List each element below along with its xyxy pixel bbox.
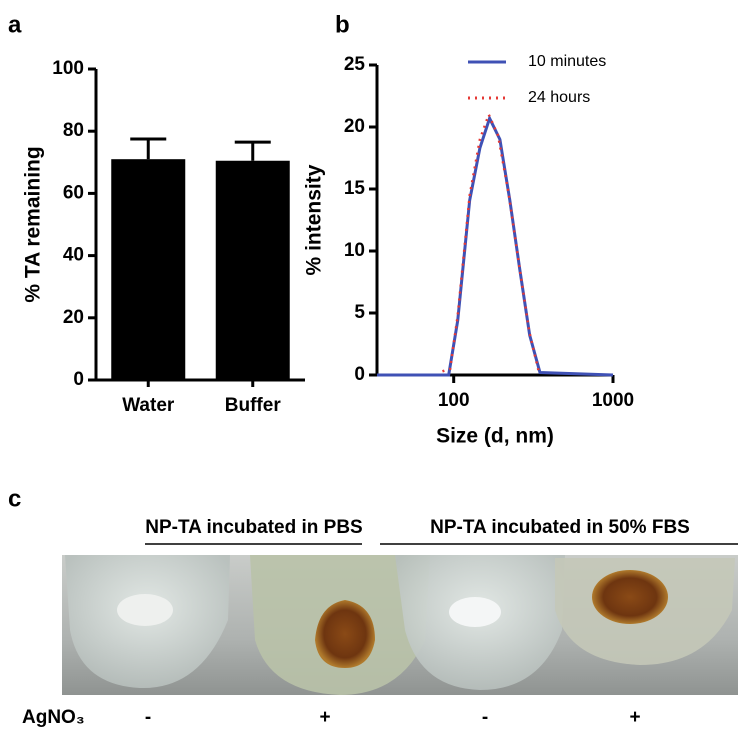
y-tick-label: 40 [63,245,84,266]
panel-label: a [8,11,22,38]
x-tick-label: Buffer [225,395,282,416]
sign: + [629,707,640,728]
row-label: AgNO₃ [22,707,85,728]
x-tick-label: 1000 [592,390,634,411]
y-tick-label: 0 [354,364,365,385]
bar [215,160,290,380]
y-tick-label: 20 [63,307,84,328]
series-line [377,114,614,377]
x-tick-label: 100 [438,390,470,411]
x-axis-label: Size (d, nm) [436,425,554,448]
series-line [442,111,540,373]
sign: - [145,707,151,728]
y-tick-label: 5 [354,302,365,323]
sign: + [319,707,330,728]
bar [111,159,186,380]
y-tick-label: 20 [344,116,365,137]
y-tick-label: 60 [63,182,84,203]
panel-label: c [8,485,21,512]
y-tick-label: 25 [344,54,366,75]
group-label: NP-TA incubated in 50% FBS [430,517,690,538]
pellet [592,570,668,624]
y-tick-label: 15 [344,178,366,199]
group-label: NP-TA incubated in PBS [145,517,362,538]
y-axis-label: % TA remaining [22,146,45,302]
legend-label: 24 hours [528,89,590,106]
y-tick-label: 80 [63,120,84,141]
panel-label: b [335,11,350,38]
x-tick-label: Water [122,395,175,416]
y-tick-label: 0 [73,369,84,390]
y-axis-label: % intensity [303,164,326,275]
pellet [449,597,501,627]
pellet [315,600,375,668]
y-tick-label: 100 [52,58,84,79]
photo [62,555,738,695]
legend-label: 10 minutes [528,53,606,70]
sign: - [482,707,488,728]
y-tick-label: 10 [344,240,365,261]
pellet [117,594,173,626]
